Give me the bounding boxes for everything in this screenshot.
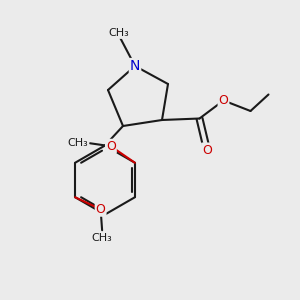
Text: CH₃: CH₃ (92, 233, 112, 243)
Text: CH₃: CH₃ (68, 138, 88, 148)
Text: O: O (219, 94, 228, 107)
Text: O: O (96, 203, 106, 216)
Text: N: N (130, 59, 140, 73)
Text: O: O (106, 140, 116, 153)
Text: CH₃: CH₃ (108, 28, 129, 38)
Text: O: O (202, 143, 212, 157)
